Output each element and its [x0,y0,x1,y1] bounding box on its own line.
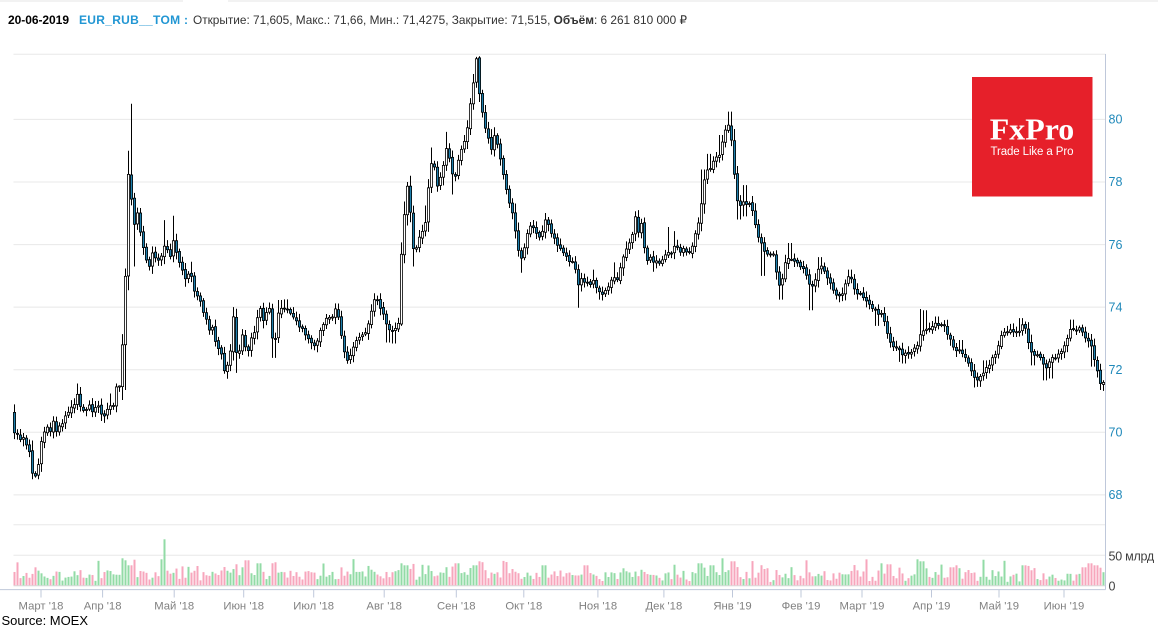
svg-text:Июл '18: Июл '18 [293,601,334,613]
svg-text:Авг '18: Авг '18 [366,601,402,613]
svg-text:78: 78 [1109,175,1123,189]
svg-text:0: 0 [1109,579,1116,593]
svg-text:Март '19: Март '19 [840,601,885,613]
svg-text:FxPro: FxPro [990,112,1075,147]
svg-text:50 млрд: 50 млрд [1109,549,1155,563]
svg-text:Trade Like a Pro: Trade Like a Pro [991,146,1074,158]
svg-text:20-06-2019: 20-06-2019 [8,13,69,27]
svg-text:80: 80 [1109,113,1123,127]
svg-text:Май '18: Май '18 [154,601,194,613]
svg-text:Открытие: 71,605, Макс.: 71,66: Открытие: 71,605, Макс.: 71,66, Мин.: 71… [193,13,687,27]
svg-text:Окт '18: Окт '18 [505,601,542,613]
svg-text:74: 74 [1109,300,1123,314]
svg-text:Сен '18: Сен '18 [437,601,476,613]
svg-text:Июн '18: Июн '18 [223,601,264,613]
svg-text:72: 72 [1109,363,1123,377]
svg-text:Май '19: Май '19 [979,601,1019,613]
svg-text:Source: MOEX: Source: MOEX [2,613,89,628]
svg-text:Янв '19: Янв '19 [713,601,751,613]
svg-text:Дек '18: Дек '18 [646,601,683,613]
svg-text:Апр '19: Апр '19 [913,601,951,613]
svg-text:70: 70 [1109,426,1123,440]
svg-text:Апр '18: Апр '18 [84,601,122,613]
svg-text:Март '18: Март '18 [19,601,64,613]
svg-text:Фев '19: Фев '19 [782,601,821,613]
svg-text:68: 68 [1109,488,1123,502]
svg-text:76: 76 [1109,238,1123,252]
svg-text:Июн '19: Июн '19 [1044,601,1085,613]
svg-text:EUR_RUB__TOM :: EUR_RUB__TOM : [79,13,188,27]
svg-text:Ноя '18: Ноя '18 [579,601,617,613]
